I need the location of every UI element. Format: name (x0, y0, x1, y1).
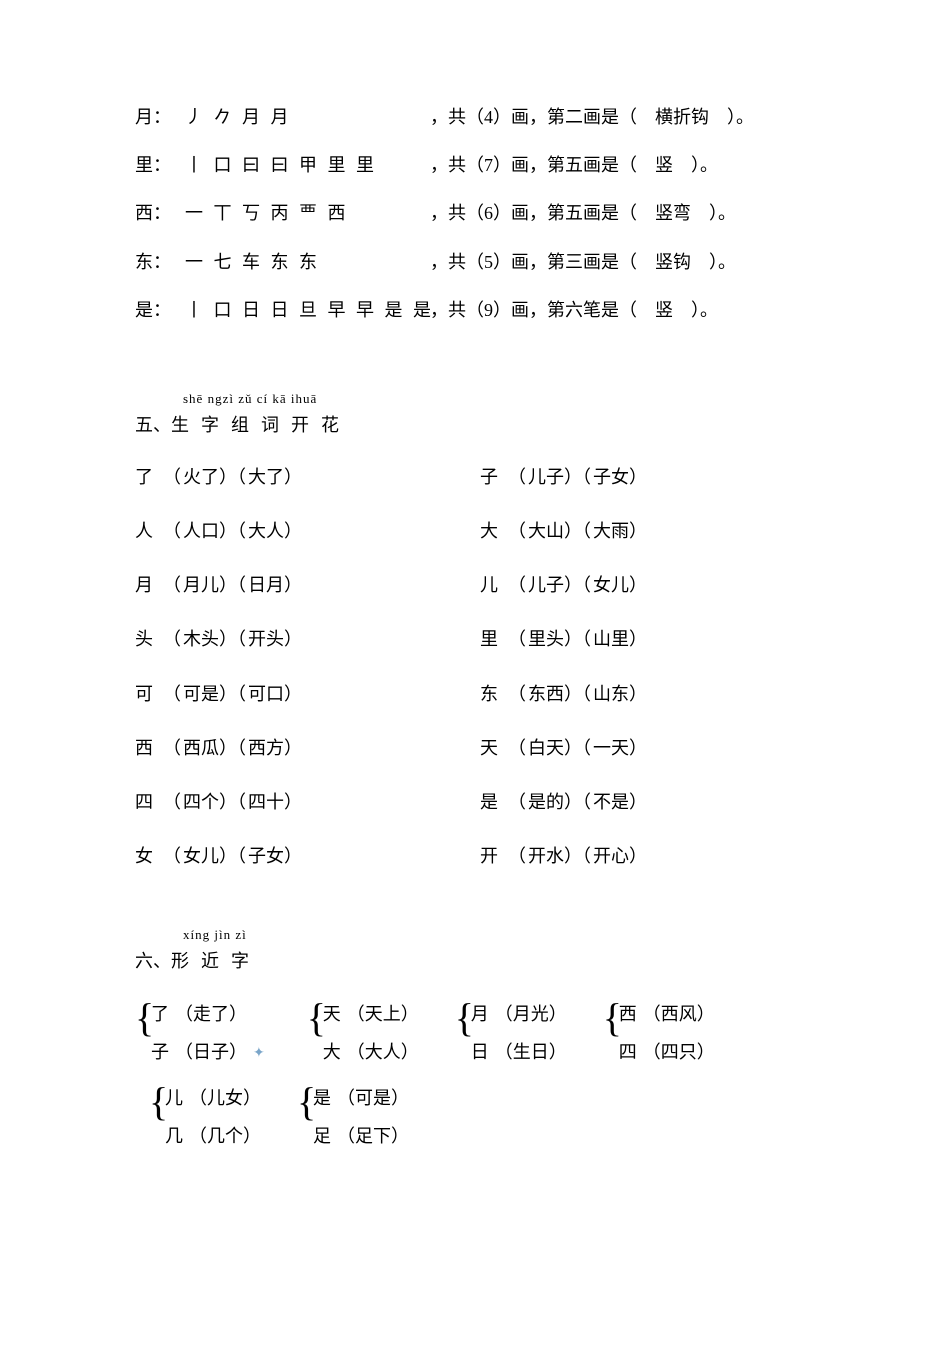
stroke-sequence: 丨 口 日 日 旦 早 早 是 是 (185, 293, 430, 327)
word-cell: 四（四个）（四十） (135, 785, 470, 819)
pairs-row-1: { 了（走了） 子（日子）✦ { 天（天上） 大（大人） { 月（月光） 日（生… (135, 996, 815, 1072)
stroke-row: 里： 丨 口 曰 曰 甲 里 里 ，共（7）画，第五画是（ 竖 ）。 (135, 148, 815, 182)
stroke-desc: ，共（5）画，第三画是（ 竖钩 ）。 (430, 245, 736, 279)
word-cell: 了（火了）（大了） (135, 460, 470, 494)
pair-bottom: 几（几个） (165, 1118, 261, 1156)
pair-bottom: 四（四只） (619, 1034, 715, 1072)
pair-bottom: 日（生日） (471, 1034, 567, 1072)
brace-icon: { (297, 1082, 316, 1122)
pair-bottom: 大（大人） (323, 1034, 419, 1072)
pair-bottom: 足（足下） (313, 1118, 409, 1156)
word-cell: 女（女儿）（子女） (135, 839, 470, 873)
pair-top: 了（走了） (151, 996, 271, 1034)
pairs-row-2: { 儿（儿女） 几（几个） { 是（可是） 足（足下） (149, 1080, 815, 1156)
section5-title-row: 五、生字组词开花 (135, 408, 815, 442)
word-cell: 东（东西）（山东） (480, 677, 815, 711)
char-label: 西： (135, 196, 185, 230)
stroke-desc: ，共（4）画，第二画是（ 横折钩 ）。 (430, 100, 754, 134)
stroke-sequence: 丿 𠂊 月 月 (185, 100, 430, 134)
section6-title: 形近字 (171, 951, 261, 971)
pair-top: 天（天上） (323, 996, 419, 1034)
word-cell: 开（开水）（开心） (480, 839, 815, 873)
dot-icon: ✦ (253, 1046, 265, 1061)
stroke-row: 是： 丨 口 日 日 旦 早 早 是 是 ，共（9）画，第六笔是（ 竖 ）。 (135, 293, 815, 327)
section5-heading: shē ngzì zǔ cí kā ihuā 五、生字组词开花 (135, 387, 815, 442)
word-cell: 头（木头）（开头） (135, 622, 470, 656)
section6-num: 六、 (135, 951, 171, 971)
stroke-row: 月： 丿 𠂊 月 月 ，共（4）画，第二画是（ 横折钩 ）。 (135, 100, 815, 134)
word-cell: 月（月儿）（日月） (135, 568, 470, 602)
char-pair: { 西（西风） 四（四只） (603, 996, 715, 1072)
word-cell: 里（里头）（山里） (480, 622, 815, 656)
char-pair: { 是（可是） 足（足下） (297, 1080, 409, 1156)
word-cell: 大（大山）（大雨） (480, 514, 815, 548)
stroke-sequence: 丨 口 曰 曰 甲 里 里 (185, 148, 430, 182)
stroke-sequence: 一 七 车 东 东 (185, 245, 430, 279)
word-cell: 是（是的）（不是） (480, 785, 815, 819)
section6-heading: xíng jìn zì 六、形近字 (135, 923, 815, 978)
brace-icon: { (135, 998, 154, 1038)
word-cell: 人（人口）（大人） (135, 514, 470, 548)
pair-top: 西（西风） (619, 996, 715, 1034)
section6-title-row: 六、形近字 (135, 944, 815, 978)
char-pair: { 儿（儿女） 几（几个） (149, 1080, 261, 1156)
char-label: 是： (135, 293, 185, 327)
stroke-desc: ，共（7）画，第五画是（ 竖 ）。 (430, 148, 718, 182)
stroke-row: 西： 一 丅 丂 丙 覀 西 ，共（6）画，第五画是（ 竖弯 ）。 (135, 196, 815, 230)
word-cell: 西（西瓜）（西方） (135, 731, 470, 765)
stroke-desc: ，共（6）画，第五画是（ 竖弯 ）。 (430, 196, 736, 230)
word-cell: 天（白天）（一天） (480, 731, 815, 765)
brace-icon: { (307, 998, 326, 1038)
char-pair: { 月（月光） 日（生日） (455, 996, 567, 1072)
stroke-sequence: 一 丅 丂 丙 覀 西 (185, 196, 430, 230)
brace-icon: { (603, 998, 622, 1038)
word-cell: 可（可是）（可口） (135, 677, 470, 711)
section5-title: 生字组词开花 (171, 415, 351, 435)
pair-bottom: 子（日子）✦ (151, 1034, 271, 1072)
brace-icon: { (455, 998, 474, 1038)
word-cell: 儿（儿子）（女儿） (480, 568, 815, 602)
stroke-desc: ，共（9）画，第六笔是（ 竖 ）。 (430, 293, 718, 327)
char-pair: { 了（走了） 子（日子）✦ (135, 996, 271, 1072)
section5-num: 五、 (135, 415, 171, 435)
pair-top: 月（月光） (471, 996, 567, 1034)
stroke-section: 月： 丿 𠂊 月 月 ，共（4）画，第二画是（ 横折钩 ）。 里： 丨 口 曰 … (135, 100, 815, 327)
stroke-row: 东： 一 七 车 东 东 ，共（5）画，第三画是（ 竖钩 ）。 (135, 245, 815, 279)
char-label: 月： (135, 100, 185, 134)
char-label: 里： (135, 148, 185, 182)
word-cell: 子（儿子）（子女） (480, 460, 815, 494)
brace-icon: { (149, 1082, 168, 1122)
page-root: 月： 丿 𠂊 月 月 ，共（4）画，第二画是（ 横折钩 ）。 里： 丨 口 曰 … (0, 0, 950, 1203)
words-grid: 了（火了）（大了） 子（儿子）（子女） 人（人口）（大人） 大（大山）（大雨） … (135, 460, 815, 874)
pair-top: 是（可是） (313, 1080, 409, 1118)
pair-top: 儿（儿女） (165, 1080, 261, 1118)
char-label: 东： (135, 245, 185, 279)
char-pair: { 天（天上） 大（大人） (307, 996, 419, 1072)
